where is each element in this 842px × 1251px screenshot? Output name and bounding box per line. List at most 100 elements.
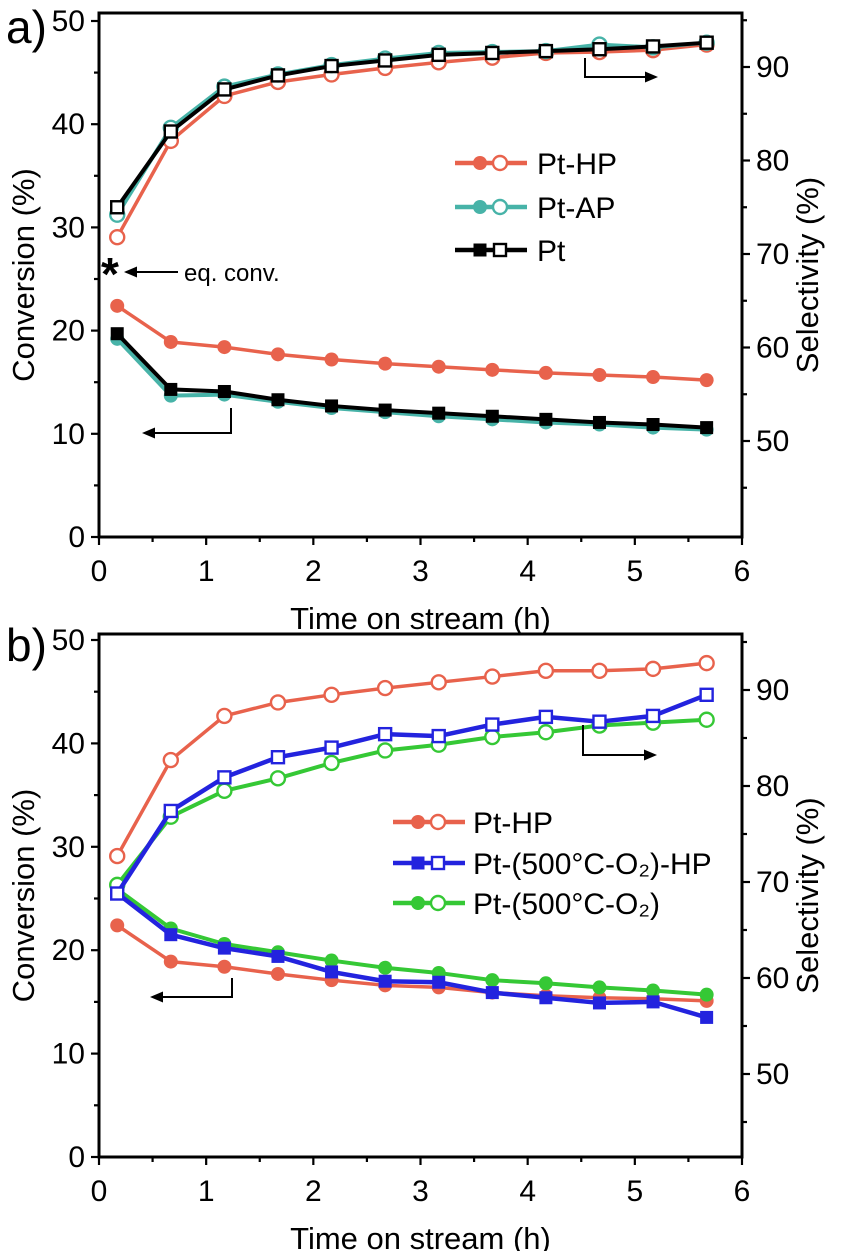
selectivity-marker <box>270 68 286 83</box>
legend-label: Pt-HP <box>473 807 553 840</box>
y-right-axis-title: Selectivity (%) <box>790 797 825 993</box>
legend-open-marker <box>492 242 508 258</box>
conversion-marker <box>378 356 393 371</box>
legend: Pt-HP Pt-AP Pt <box>455 148 617 268</box>
conversion-marker <box>485 986 499 1000</box>
selectivity-marker <box>109 847 126 865</box>
conversion-marker <box>539 412 553 426</box>
conversion-marker <box>539 991 553 1005</box>
legend-filled-marker <box>473 156 487 170</box>
selectivity-marker <box>699 687 714 702</box>
selectivity-marker <box>699 35 714 50</box>
conversion-marker <box>646 995 660 1009</box>
selectivity-marker <box>110 886 125 901</box>
conversion-marker <box>538 365 553 380</box>
y-right-tick-label: 60 <box>756 962 789 995</box>
selectivity-marker <box>377 726 393 742</box>
selectivity-marker <box>484 728 501 746</box>
y-left-tick-label: 10 <box>52 1038 85 1071</box>
y-right-tick-label: 50 <box>756 425 789 458</box>
right-axis-hint-line <box>584 58 646 78</box>
conversion-marker <box>110 298 125 313</box>
conversion-marker <box>110 918 125 933</box>
conversion-marker <box>700 421 714 435</box>
axis-hint-arrows <box>142 58 658 439</box>
y-left-tick-label: 40 <box>52 727 85 760</box>
x-tick-label: 1 <box>198 1175 215 1208</box>
selectivity-marker <box>216 707 233 725</box>
conversion-marker <box>164 382 178 396</box>
y-left-tick-label: 30 <box>52 211 85 244</box>
y-right-tick-label: 50 <box>756 1058 789 1091</box>
conversion-marker <box>592 415 606 429</box>
legend-filled-marker <box>411 896 425 910</box>
panel-a-label: a) <box>6 1 47 53</box>
y-left-tick-label: 0 <box>68 1141 85 1174</box>
series-Pt <box>110 35 714 435</box>
y-right-tick-label: 70 <box>756 866 789 899</box>
y-right-axis-title: Selectivity (%) <box>790 177 825 373</box>
conversion-marker <box>217 941 231 955</box>
x-tick-label: 4 <box>519 1175 536 1208</box>
series-Pt-HP <box>109 36 715 388</box>
legend: Pt-HP Pt-(500°C-O₂)-HP Pt-(500°C-O₂) <box>393 807 712 921</box>
selectivity-marker <box>592 42 607 57</box>
x-tick-label: 6 <box>734 555 751 588</box>
y-left-axis-title: Conversion (%) <box>6 168 41 382</box>
legend-open-marker <box>491 154 509 172</box>
selectivity-marker <box>645 39 661 54</box>
selectivity-marker <box>323 754 340 772</box>
conversion-line <box>116 887 707 997</box>
selectivity-line <box>115 661 707 857</box>
y-left-tick-label: 50 <box>52 5 85 38</box>
conversion-marker <box>270 966 285 981</box>
y-left-axis-title: Conversion (%) <box>6 789 41 1003</box>
conversion-marker <box>217 340 232 355</box>
conversion-marker <box>217 959 232 974</box>
y-left-tick-label: 40 <box>52 108 85 141</box>
selectivity-marker <box>269 770 287 787</box>
conversion-marker <box>271 393 285 407</box>
legend-open-marker <box>429 813 447 831</box>
selectivity-marker <box>698 711 715 728</box>
selectivity-marker <box>323 686 340 703</box>
conversion-marker <box>324 352 339 367</box>
conversion-marker <box>432 975 446 989</box>
selectivity-marker <box>645 708 661 724</box>
conversion-marker <box>485 973 500 988</box>
legend-filled-marker <box>473 243 487 257</box>
conversion-marker <box>270 347 285 362</box>
conversion-marker <box>699 987 714 1002</box>
conversion-line <box>116 304 707 382</box>
selectivity-marker <box>431 47 446 63</box>
selectivity-marker <box>376 679 394 697</box>
x-axis-title: Time on stream (h) <box>290 1221 551 1251</box>
legend-label: Pt-(500°C-O₂) <box>473 888 660 921</box>
arrowhead <box>142 427 155 439</box>
selectivity-line <box>115 40 707 209</box>
selectivity-marker <box>217 770 232 785</box>
y-left-tick-label: 10 <box>52 418 85 451</box>
legend-filled-marker <box>473 200 487 214</box>
selectivity-marker <box>538 43 554 59</box>
selectivity-marker <box>698 654 715 672</box>
conversion-marker <box>646 370 661 385</box>
conversion-marker <box>592 367 607 382</box>
conversion-marker <box>432 406 446 420</box>
selectivity-marker <box>216 782 233 799</box>
legend-open-marker <box>430 855 446 871</box>
x-tick-label: 0 <box>91 555 108 588</box>
conversion-marker <box>164 928 178 942</box>
selectivity-marker <box>485 717 500 732</box>
selectivity-marker <box>109 228 126 246</box>
selectivity-marker <box>376 742 394 759</box>
y-left-tick-label: 20 <box>52 315 85 348</box>
conversion-marker <box>163 954 178 969</box>
conversion-marker <box>592 980 607 995</box>
eq-conv-annotation: * eq. conv. <box>101 248 280 300</box>
y-right-tick-label: 90 <box>756 51 789 84</box>
conversion-marker <box>271 949 285 963</box>
